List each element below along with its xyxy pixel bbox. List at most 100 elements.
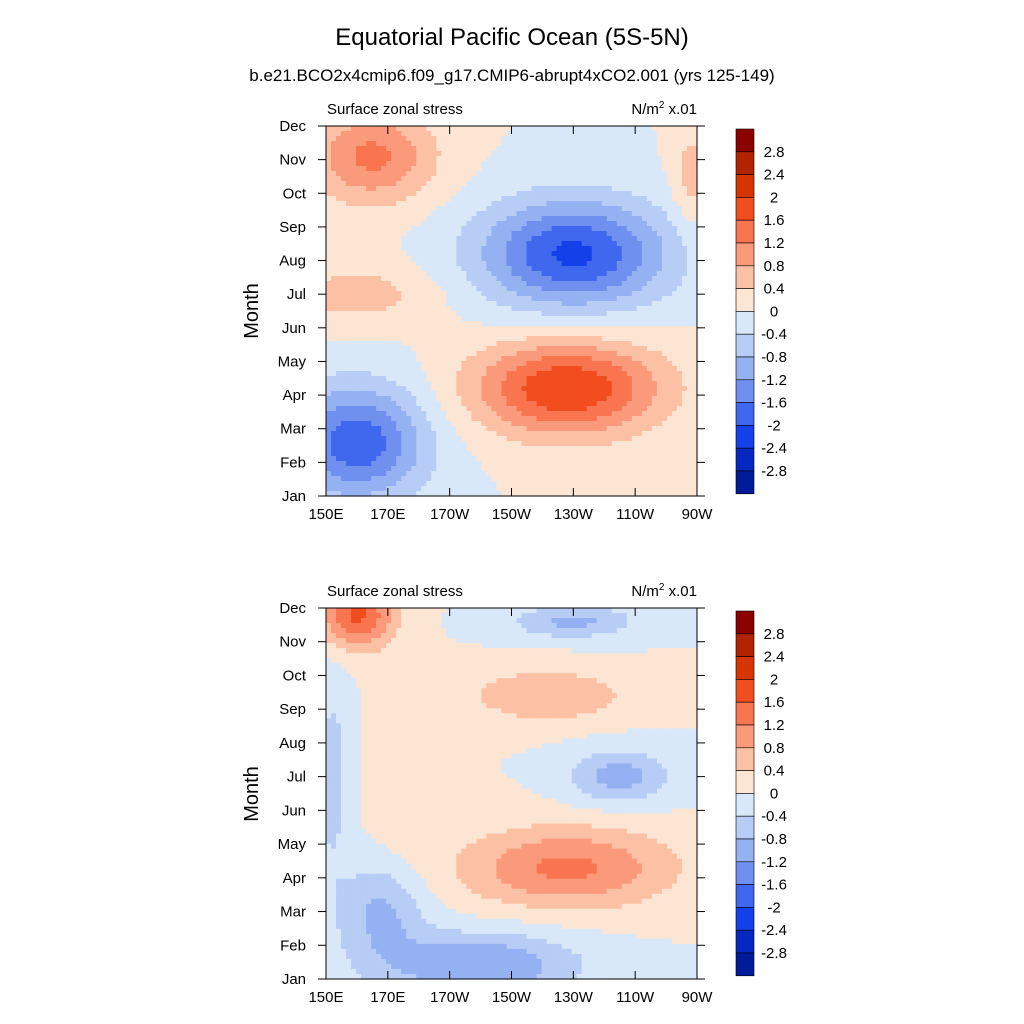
contour-cell [336, 176, 342, 182]
contour-cell [511, 446, 518, 452]
contour-cell [331, 146, 337, 152]
contour-cell [546, 286, 553, 292]
contour-cell [666, 126, 673, 132]
contour-cell [371, 281, 377, 287]
contour-cell [651, 211, 658, 217]
contour-cell [326, 206, 332, 212]
contour-cell [346, 421, 352, 427]
contour-cell [546, 266, 553, 272]
contour-cell [426, 146, 432, 152]
contour-cell [621, 376, 628, 382]
contour-cell [621, 161, 628, 167]
contour-cell [441, 356, 447, 362]
contour-cell [441, 166, 447, 172]
contour-cell [571, 321, 578, 327]
contour-cell [521, 371, 528, 377]
contour-cell [681, 126, 688, 132]
contour-cell [636, 301, 643, 307]
contour-cell [466, 151, 472, 157]
contour-cell [591, 126, 598, 132]
contour-cell [536, 346, 543, 352]
contour-cell [606, 311, 613, 317]
contour-cell [501, 181, 508, 187]
contour-cell [581, 371, 588, 377]
contour-cell [431, 361, 437, 367]
contour-cell [526, 256, 533, 262]
contour-cell [356, 351, 362, 357]
contour-cell [561, 391, 568, 397]
contour-cell [586, 276, 593, 282]
contour-cell [686, 226, 693, 232]
contour-cell [566, 296, 573, 302]
contour-cell [376, 456, 382, 462]
contour-cell [391, 411, 397, 417]
contour-cell [491, 186, 498, 192]
contour-cell [686, 231, 693, 237]
contour-cell [611, 416, 618, 422]
contour-cell [391, 401, 397, 407]
contour-cell [691, 411, 698, 417]
contour-cell [416, 461, 422, 467]
contour-cell [691, 246, 698, 252]
contour-cell [626, 406, 633, 412]
contour-cell [456, 201, 462, 207]
contour-cell [411, 261, 417, 267]
contour-cell [351, 306, 357, 312]
contour-cell [341, 361, 347, 367]
contour-cell [446, 336, 452, 342]
contour-cell [676, 241, 683, 247]
contour-cell [601, 326, 608, 332]
contour-cell [486, 266, 493, 272]
contour-cell [471, 236, 477, 242]
contour-cell [466, 126, 472, 132]
contour-cell [541, 351, 548, 357]
contour-cell [426, 416, 432, 422]
contour-cell [416, 296, 422, 302]
contour-cell [531, 416, 538, 422]
contour-cell [501, 126, 508, 132]
contour-cell [611, 366, 618, 372]
contour-cell [386, 336, 392, 342]
contour-cell [596, 456, 603, 462]
contour-cell [406, 281, 412, 287]
contour-cell [416, 326, 422, 332]
contour-cell [631, 351, 638, 357]
contour-cell [561, 296, 568, 302]
contour-cell [456, 291, 462, 297]
contour-cell [486, 341, 493, 347]
contour-cell [676, 291, 683, 297]
contour-cell [636, 151, 643, 157]
contour-cell [586, 391, 593, 397]
contour-cell [486, 456, 493, 462]
contour-cell [531, 301, 538, 307]
contour-cell [436, 346, 442, 352]
contour-cell [521, 291, 528, 297]
contour-cell [511, 331, 518, 337]
contour-cell [421, 156, 427, 162]
contour-cell [366, 431, 372, 437]
contour-cell [511, 136, 518, 142]
contour-cell [456, 351, 462, 357]
contour-cell [431, 291, 437, 297]
contour-cell [676, 136, 683, 142]
contour-cell [416, 251, 422, 257]
contour-cell [436, 321, 442, 327]
contour-cell [386, 436, 392, 442]
contour-cell [446, 131, 452, 137]
contour-cell [371, 151, 377, 157]
contour-cell [581, 451, 588, 457]
contour-cell [446, 386, 452, 392]
contour-cell [571, 446, 578, 452]
contour-cell [396, 416, 402, 422]
contour-cell [431, 451, 437, 457]
contour-cell [396, 441, 402, 447]
contour-cell [681, 406, 688, 412]
contour-cell [396, 306, 402, 312]
contour-cell [651, 326, 658, 332]
contour-cell [356, 441, 362, 447]
contour-cell [456, 271, 462, 277]
contour-cell [596, 431, 603, 437]
contour-cell [421, 301, 427, 307]
contour-cell [541, 306, 548, 312]
contour-cell [391, 431, 397, 437]
